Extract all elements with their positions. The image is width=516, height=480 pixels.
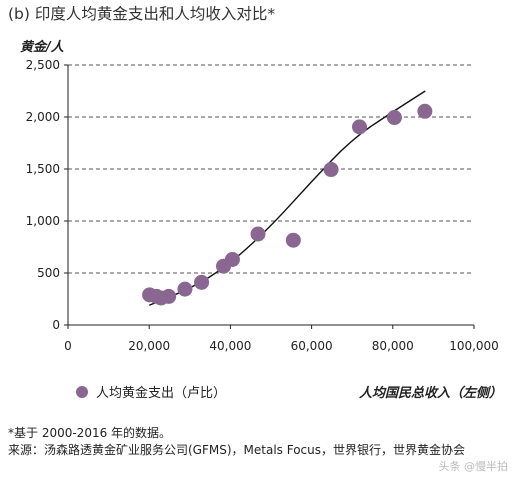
legend-label: 人均黄金支出（卢比） bbox=[96, 386, 227, 401]
watermark: 头条 @慢半拍 bbox=[438, 460, 509, 473]
data-point bbox=[323, 162, 339, 178]
data-point bbox=[224, 251, 240, 267]
data-point bbox=[386, 110, 402, 126]
grid-lines bbox=[68, 64, 474, 274]
chart-title: (b) 印度人均黄金支出和人均收入对比* bbox=[8, 5, 276, 23]
y-tick-label: 2,000 bbox=[26, 110, 60, 124]
data-point bbox=[352, 119, 368, 135]
data-point bbox=[194, 274, 210, 290]
data-point bbox=[177, 281, 193, 297]
y-tick-label: 0 bbox=[52, 318, 60, 332]
tick-labels: 0 500 1,000 1,500 2,000 2,500 0 20,000 40,000 60,… bbox=[26, 58, 499, 353]
axes bbox=[64, 64, 475, 329]
trend-line bbox=[148, 90, 426, 306]
y-tick-label: 2,500 bbox=[26, 58, 60, 72]
x-axis-label: 人均国民总收入（左侧） bbox=[358, 386, 502, 401]
x-tick-label: 0 bbox=[64, 339, 72, 353]
x-tick-label: 100,000 bbox=[449, 339, 499, 353]
legend-marker bbox=[76, 385, 88, 398]
footnote: *基于 2000-2016 年的数据。 bbox=[8, 426, 172, 440]
x-tick-label: 20,000 bbox=[128, 339, 170, 353]
source-note: 来源：汤森路透黄金矿业服务公司(GFMS)，Metals Focus，世界银行，… bbox=[8, 443, 466, 457]
data-point bbox=[250, 226, 266, 242]
data-points bbox=[142, 103, 433, 306]
x-tick-label: 60,000 bbox=[291, 339, 333, 353]
y-tick-label: 500 bbox=[37, 266, 60, 280]
legend: 人均黄金支出（卢比） bbox=[76, 382, 226, 401]
y-tick-label: 1,000 bbox=[26, 214, 60, 228]
x-tick-label: 40,000 bbox=[209, 339, 251, 353]
y-tick-label: 1,500 bbox=[26, 162, 60, 176]
x-tick-label: 80,000 bbox=[372, 339, 414, 353]
data-point bbox=[417, 103, 433, 119]
y-axis-unit-label: 黄金/人 bbox=[20, 40, 64, 55]
data-point bbox=[285, 232, 301, 248]
data-point bbox=[161, 288, 177, 304]
